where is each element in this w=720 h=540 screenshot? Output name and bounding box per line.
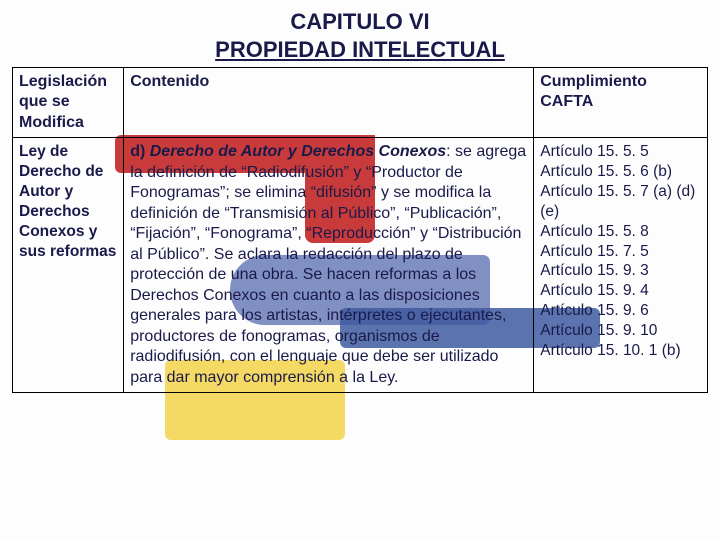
article-item: Artículo 15. 9. 4 <box>540 281 701 301</box>
table-header-row: Legislación que se Modifica Contenido Cu… <box>13 68 708 138</box>
article-item: Artículo 15. 5. 7 (a) (d) (e) <box>540 182 701 222</box>
article-list: Artículo 15. 5. 5 Artículo 15. 5. 6 (b) … <box>540 142 701 360</box>
article-item: Artículo 15. 5. 8 <box>540 222 701 242</box>
article-item: Artículo 15. 9. 6 <box>540 301 701 321</box>
title-line-1: CAPITULO VI <box>12 8 708 36</box>
chapter-title: CAPITULO VI PROPIEDAD INTELECTUAL <box>12 8 708 63</box>
article-item: Artículo 15. 5. 6 (b) <box>540 162 701 182</box>
cell-content: d) Derecho de Autor y Derechos Conexos: … <box>124 138 534 393</box>
content-lead-title: Derecho de Autor y Derechos Conexos <box>150 143 446 160</box>
title-line-2: PROPIEDAD INTELECTUAL <box>12 36 708 64</box>
table-row: Ley de Derecho de Autor y Derechos Conex… <box>13 138 708 393</box>
article-item: Artículo 15. 9. 3 <box>540 261 701 281</box>
header-content: Contenido <box>124 68 534 138</box>
header-legislation: Legislación que se Modifica <box>13 68 124 138</box>
header-compliance: Cumplimiento CAFTA <box>534 68 708 138</box>
cell-law-name: Ley de Derecho de Autor y Derechos Conex… <box>13 138 124 393</box>
article-item: Artículo 15. 9. 10 <box>540 321 701 341</box>
article-item: Artículo 15. 10. 1 (b) <box>540 341 701 361</box>
legislation-table: Legislación que se Modifica Contenido Cu… <box>12 67 708 393</box>
content-body: : se agrega la definición de “Radiodifus… <box>130 143 526 385</box>
article-item: Artículo 15. 7. 5 <box>540 242 701 262</box>
article-item: Artículo 15. 5. 5 <box>540 142 701 162</box>
cell-articles: Artículo 15. 5. 5 Artículo 15. 5. 6 (b) … <box>534 138 708 393</box>
content-lead-letter: d) <box>130 143 145 160</box>
